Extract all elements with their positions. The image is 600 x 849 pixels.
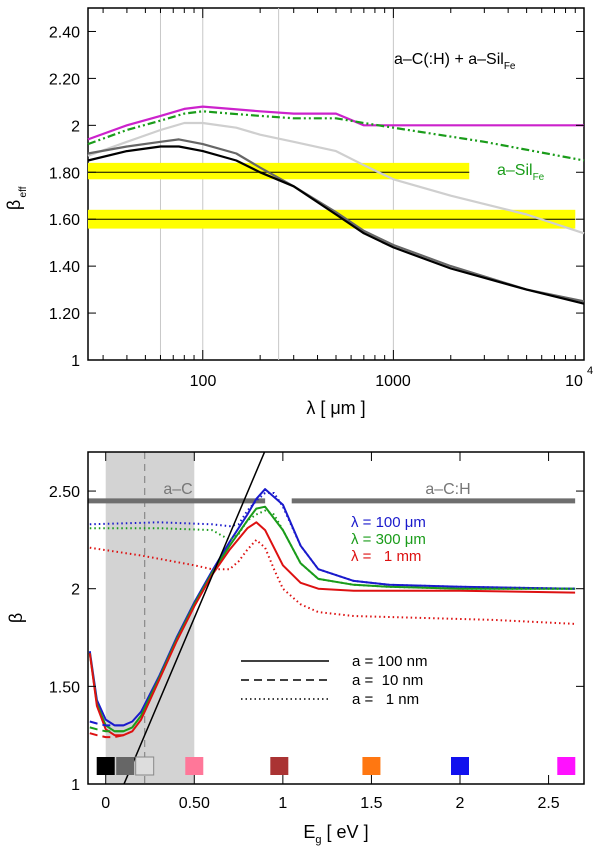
lambda-legend-1: λ = 300 μm: [351, 531, 426, 548]
top-ytick-label-2: 1.40: [49, 259, 80, 276]
bottom-ytick-label-2: 2: [71, 582, 80, 599]
top-xtick-label-10: 10: [565, 373, 583, 390]
bottom-ytick-label-0: 1: [71, 777, 80, 794]
top-annotation-green: a–SilFe: [497, 162, 545, 183]
top-ytick-label-3: 1.60: [49, 212, 80, 229]
top-ytick-label-6: 2.20: [49, 71, 80, 88]
size-legend-label-2: a = 1 nm: [352, 691, 419, 708]
bottom-ytick-label-3: 2.50: [49, 484, 80, 501]
bottom-series-green-dashed: [89, 726, 124, 733]
bottom-ylabel: β: [6, 613, 26, 623]
bottom-xlabel: Eg [ eV ]: [303, 822, 368, 846]
bottom-xtick-label-1: 0.50: [179, 795, 210, 812]
top-chart-panel: 1 1.20 1.40 1.60 1.80 2 2.20 2.40 100 1000 10 4…: [4, 7, 593, 418]
top-band-0: [88, 162, 470, 180]
lambda-legend-2: λ = 1 mm: [351, 548, 421, 565]
top-annotation-green-sub: Fe: [533, 172, 545, 183]
phase-label-a-C-H: a–C:H: [425, 481, 470, 498]
bottom-xtick-label-0: 0: [101, 795, 110, 812]
bottom-xlabel-e: E: [303, 822, 315, 842]
color-square-1: [116, 757, 135, 775]
size-legend-label-1: a = 10 nm: [352, 672, 423, 689]
bottom-xlabel-sub: g: [315, 834, 321, 846]
bottom-diagonal-fit: [123, 452, 266, 784]
top-series-green: [87, 110, 585, 162]
bottom-series-blue-dotted: [89, 492, 576, 590]
phase-label-a-C: a–C: [163, 481, 192, 498]
bottom-xtick-label-4: 2: [456, 795, 465, 812]
color-square-0: [96, 757, 115, 775]
bottom-series-red-dotted: [89, 538, 576, 625]
bottom-ytick-label-1: 1.50: [49, 679, 80, 696]
top-xtick-label-1000: 1000: [375, 373, 411, 390]
top-series-magenta: [87, 105, 584, 141]
top-ytick-label-5: 2: [71, 118, 80, 135]
top-ytick-label-7: 2.40: [49, 24, 80, 41]
bottom-xlabel-unit: [ eV ]: [322, 822, 369, 842]
top-ytick-label-0: 1: [71, 353, 80, 370]
bottom-xtick-label-3: 1.5: [360, 795, 382, 812]
bottom-plot-frame: [87, 451, 585, 785]
size-legend-label-0: a = 100 nm: [352, 653, 427, 670]
bottom-chart-panel: 1 1.50 2 2.50 0 0.50 1 1.5 2 2.5 a–C a–C:H λ = 1…: [6, 451, 585, 846]
top-xtick-label-100: 100: [190, 373, 217, 390]
color-square-2: [135, 756, 155, 776]
top-ytick-label-1: 1.20: [49, 306, 80, 323]
color-square-6: [451, 757, 469, 775]
bottom-xtick-label-2: 1: [278, 795, 287, 812]
top-annotation-main-sub: Fe: [504, 61, 516, 72]
color-square-5: [362, 757, 381, 775]
top-series-darkgrey: [87, 138, 585, 303]
top-annotation-main-text: a–C(:H) + a–Sil: [394, 51, 504, 68]
bottom-shaded-region: [105, 452, 195, 784]
bottom-series-green-dotted: [89, 509, 576, 590]
top-ylabel-beta: β: [4, 200, 24, 210]
bottom-series-red-dashed: [89, 732, 124, 739]
color-square-4: [270, 757, 289, 775]
color-square-3: [185, 757, 204, 775]
top-xlabel: λ [ μm ]: [306, 398, 365, 418]
bottom-xtick-label-5: 2.5: [537, 795, 559, 812]
top-ylabel: β eff: [4, 186, 29, 210]
top-series-black: [87, 145, 585, 305]
top-annotation-green-text: a–Sil: [497, 162, 533, 179]
top-ytick-label-4: 1.80: [49, 165, 80, 182]
color-square-7: [557, 757, 576, 775]
bottom-series-blue-dashed: [89, 720, 124, 727]
top-ylabel-sub: eff: [18, 186, 29, 197]
top-series-lightgrey: [87, 121, 585, 235]
lambda-legend-0: λ = 100 μm: [351, 514, 426, 531]
top-annotation-main: a–C(:H) + a–SilFe: [394, 51, 516, 72]
top-xtick-label-4: 4: [587, 365, 593, 377]
